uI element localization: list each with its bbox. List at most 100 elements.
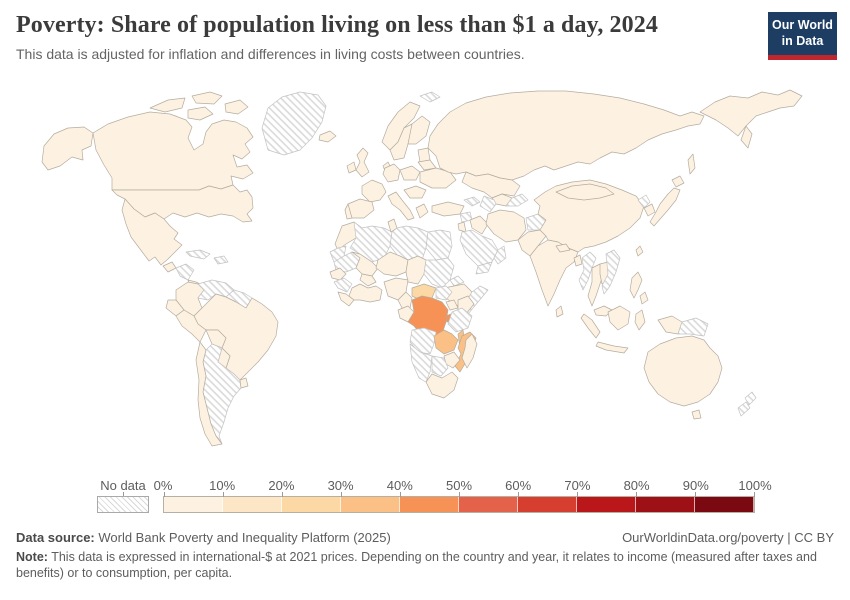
country-france[interactable] [361,179,387,203]
legend-bucket-0-10%[interactable] [164,497,223,512]
country-burkina-faso[interactable] [359,273,377,287]
country-indonesia-papua[interactable] [657,315,683,335]
country-russia-sakhalin[interactable] [687,153,696,175]
country-honduras-nicaragua[interactable] [175,263,195,281]
country-united-kingdom[interactable] [355,147,370,178]
country-myanmar[interactable] [578,251,597,291]
country-oman[interactable] [493,245,507,265]
country-canada-island[interactable] [149,97,186,113]
country-greenland[interactable] [261,91,327,156]
country-italy[interactable] [387,191,415,221]
country-canada-island[interactable] [224,99,249,115]
country-guatemala[interactable] [162,261,177,273]
country-new-zealand-south[interactable] [737,401,751,417]
owid-logo[interactable]: Our World in Data [768,12,837,60]
country-angola[interactable] [409,327,437,355]
country-alaska[interactable] [41,126,94,171]
country-canada-island[interactable] [191,91,223,105]
country-portugal[interactable] [344,203,353,220]
country-philippines[interactable] [629,271,643,299]
country-baltics[interactable] [417,147,431,163]
country-cameroon[interactable] [397,291,413,309]
country-sudan[interactable] [423,257,455,289]
country-russia-far-east[interactable] [699,89,803,137]
country-turkmenistan[interactable] [479,195,497,213]
country-south-sudan[interactable] [435,285,453,301]
country-germany[interactable] [382,163,401,183]
country-mongolia[interactable] [555,183,615,201]
country-ireland[interactable] [346,161,357,174]
country-kazakhstan[interactable] [461,171,521,199]
country-svalbard[interactable] [419,91,441,103]
country-greece[interactable] [415,203,429,219]
country-zambia[interactable] [433,329,459,355]
country-sierra-leone-liberia[interactable] [337,291,355,307]
country-japan-hokkaido[interactable] [671,175,685,188]
legend-bucket-60-70%[interactable] [518,497,577,512]
legend-color-bar[interactable] [163,492,755,513]
country-hispaniola[interactable] [213,255,229,265]
country-papua-new-guinea[interactable] [677,317,709,337]
owid-link[interactable]: OurWorldinData.org/poverty | CC BY [622,530,834,545]
country-yemen[interactable] [475,261,493,275]
country-sri-lanka[interactable] [555,305,564,318]
country-madagascar[interactable] [461,333,478,369]
legend-bucket-70-80%[interactable] [577,497,636,512]
country-vietnam[interactable] [601,249,621,295]
country-cote-divoire-ghana[interactable] [348,283,383,303]
legend-bucket-20-30%[interactable] [282,497,341,512]
country-iraq[interactable] [469,215,489,235]
country-new-zealand-north[interactable] [744,391,757,406]
legend-bucket-10-20%[interactable] [223,497,282,512]
country-western-sahara[interactable] [329,245,347,263]
country-bolivia[interactable] [205,329,227,349]
country-iran[interactable] [485,209,527,243]
country-russia-kamchatka[interactable] [740,125,753,149]
legend-bucket-90-100%[interactable] [695,497,754,512]
legend-bucket-40-50%[interactable] [400,497,459,512]
country-india[interactable] [529,239,579,307]
country-canada[interactable] [92,111,254,191]
country-uruguay[interactable] [239,377,249,389]
country-indonesia-sulawesi[interactable] [634,309,646,331]
country-cuba[interactable] [185,249,211,260]
country-namibia[interactable] [409,343,433,383]
country-russia[interactable] [427,90,705,181]
legend-bucket-80-90%[interactable] [636,497,695,512]
country-philippines-south[interactable] [639,291,649,305]
country-ukraine[interactable] [419,167,457,189]
country-north-korea[interactable] [637,194,651,209]
country-south-korea[interactable] [643,203,656,217]
legend-no-data-swatch[interactable] [97,496,149,513]
country-finland[interactable] [407,115,431,145]
country-senegal[interactable] [329,267,347,281]
legend-bucket-30-40%[interactable] [341,497,400,512]
country-australia[interactable] [643,335,723,407]
country-indonesia-borneo[interactable] [607,305,631,331]
country-chad[interactable] [405,255,427,285]
country-iceland[interactable] [318,130,337,143]
country-mexico[interactable] [121,198,183,266]
country-eritrea[interactable] [449,275,465,287]
country-turkey[interactable] [431,201,465,217]
country-tanzania[interactable] [447,307,473,333]
country-australia-tasmania[interactable] [691,409,702,420]
country-pakistan[interactable] [517,229,547,257]
country-chile[interactable] [195,341,223,447]
country-levant[interactable] [457,221,467,233]
country-nepal[interactable] [555,243,571,253]
country-canada-island[interactable] [187,106,214,121]
country-poland[interactable] [399,165,421,181]
country-kyrgyzstan-tajikistan[interactable] [505,193,529,207]
country-indonesia-sumatra[interactable] [580,313,601,339]
country-indonesia-java[interactable] [595,341,629,354]
country-guinea[interactable] [333,277,353,293]
country-saudi-arabia[interactable] [459,229,499,267]
country-algeria[interactable] [349,221,393,263]
country-taiwan[interactable] [635,245,644,257]
legend-no-data[interactable]: No data [97,478,149,513]
country-south-africa[interactable] [425,371,459,399]
country-botswana[interactable] [431,355,449,377]
country-bangladesh[interactable] [573,254,583,267]
legend-bucket-50-60%[interactable] [459,497,518,512]
